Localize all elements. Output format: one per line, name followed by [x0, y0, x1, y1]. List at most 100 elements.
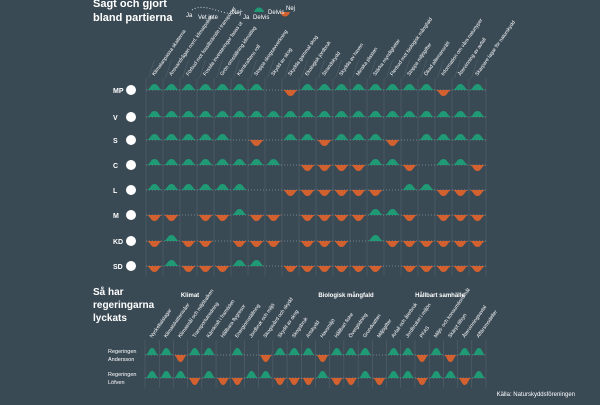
bottom-title-line2: regeringarna [93, 300, 155, 311]
dip-negative [457, 378, 472, 385]
mound-positive [367, 84, 384, 90]
mound-positive [435, 159, 452, 165]
mound-positive [272, 348, 288, 355]
mound-positive [197, 184, 214, 190]
dip-negative [384, 140, 401, 146]
mound-positive [471, 348, 486, 355]
section-label: Hållbart samhälle [415, 292, 465, 299]
dip-negative [265, 241, 282, 247]
mound-positive [159, 371, 174, 378]
dip-negative [333, 190, 350, 196]
dip-negative [316, 165, 333, 171]
dip-negative [469, 165, 486, 171]
c-icon [126, 160, 136, 170]
mound-positive [214, 159, 231, 165]
top-leader-line [437, 59, 444, 79]
top-grid [145, 78, 487, 276]
dip-negative [333, 215, 350, 221]
top-leader-line [471, 59, 478, 79]
top-leader-line [182, 59, 189, 79]
dip-negative [333, 241, 350, 247]
mound-positive [214, 184, 231, 190]
dip-negative [214, 215, 231, 221]
mound-positive [316, 84, 333, 90]
mound-positive [197, 111, 214, 117]
dip-negative [197, 241, 214, 247]
mound-positive [231, 260, 248, 266]
legend-said-nej: Nej [232, 10, 241, 16]
dip-negative [435, 241, 452, 247]
dip-negative [418, 266, 435, 272]
mound-positive [265, 111, 282, 117]
dip-negative [367, 190, 384, 196]
m-icon [126, 210, 136, 220]
mound-positive [146, 184, 163, 190]
mound-positive [230, 348, 245, 355]
mound-positive [248, 159, 265, 165]
mound-positive [400, 371, 415, 378]
mound-positive [197, 84, 214, 90]
mound-positive [282, 134, 299, 140]
mound-positive [163, 111, 180, 117]
dip-negative [452, 266, 469, 272]
row-v [146, 111, 486, 118]
mound-positive [469, 111, 486, 117]
mound-positive [299, 84, 316, 90]
mound-positive [367, 134, 384, 140]
row-kd [146, 235, 486, 247]
dip-negative [418, 241, 435, 247]
mound-positive [350, 84, 367, 90]
dip-negative [299, 165, 316, 171]
mound-positive [187, 348, 202, 355]
mound-positive [384, 159, 401, 165]
mound-positive [197, 134, 214, 140]
legend-said-vet-inte: Vet inte [198, 15, 219, 21]
dip-negative [333, 165, 350, 171]
dip-negative [452, 215, 469, 221]
row-s [146, 134, 486, 146]
chart-title-line1: Sagt och gjort [93, 0, 167, 10]
top-leader-line [250, 59, 257, 79]
dip-negative [350, 215, 367, 221]
party-label-c: C [113, 163, 118, 170]
mound-positive [163, 159, 180, 165]
dip-negative [248, 140, 265, 146]
mound-positive [418, 184, 435, 190]
dip-negative [287, 378, 302, 385]
mound-positive [214, 134, 231, 140]
dip-negative [401, 241, 418, 247]
mound-positive [145, 348, 160, 355]
dip-negative [299, 215, 316, 221]
mound-positive [214, 84, 231, 90]
mound-positive [452, 84, 469, 90]
mound-positive [159, 348, 174, 355]
legend-said-curve [191, 6, 245, 15]
legend-done-ja: Ja [243, 15, 250, 21]
mound-positive [457, 348, 472, 355]
mound-positive [163, 84, 180, 90]
mound-positive [400, 348, 415, 355]
dip-negative [435, 90, 452, 96]
dip-negative [469, 266, 486, 272]
dip-negative [146, 241, 163, 247]
row-mp [146, 84, 486, 96]
mound-positive [301, 348, 316, 355]
mound-positive [180, 111, 197, 117]
mound-positive [401, 184, 418, 190]
mound-positive [418, 134, 435, 140]
chart-title-line2: bland partierna [93, 12, 173, 24]
mound-positive [350, 111, 367, 117]
mound-positive [287, 348, 302, 355]
dip-negative [173, 355, 188, 362]
dip-negative [315, 355, 330, 362]
dip-negative [230, 378, 245, 385]
mound-positive [367, 111, 384, 117]
top-leader-line [335, 59, 342, 79]
dip-negative [367, 266, 384, 272]
mound-positive [163, 134, 180, 140]
mound-positive [384, 84, 401, 90]
dip-negative [414, 355, 430, 362]
dip-negative [435, 190, 452, 196]
top-leader-line [301, 59, 308, 79]
party-label-sd: SD [113, 264, 123, 271]
